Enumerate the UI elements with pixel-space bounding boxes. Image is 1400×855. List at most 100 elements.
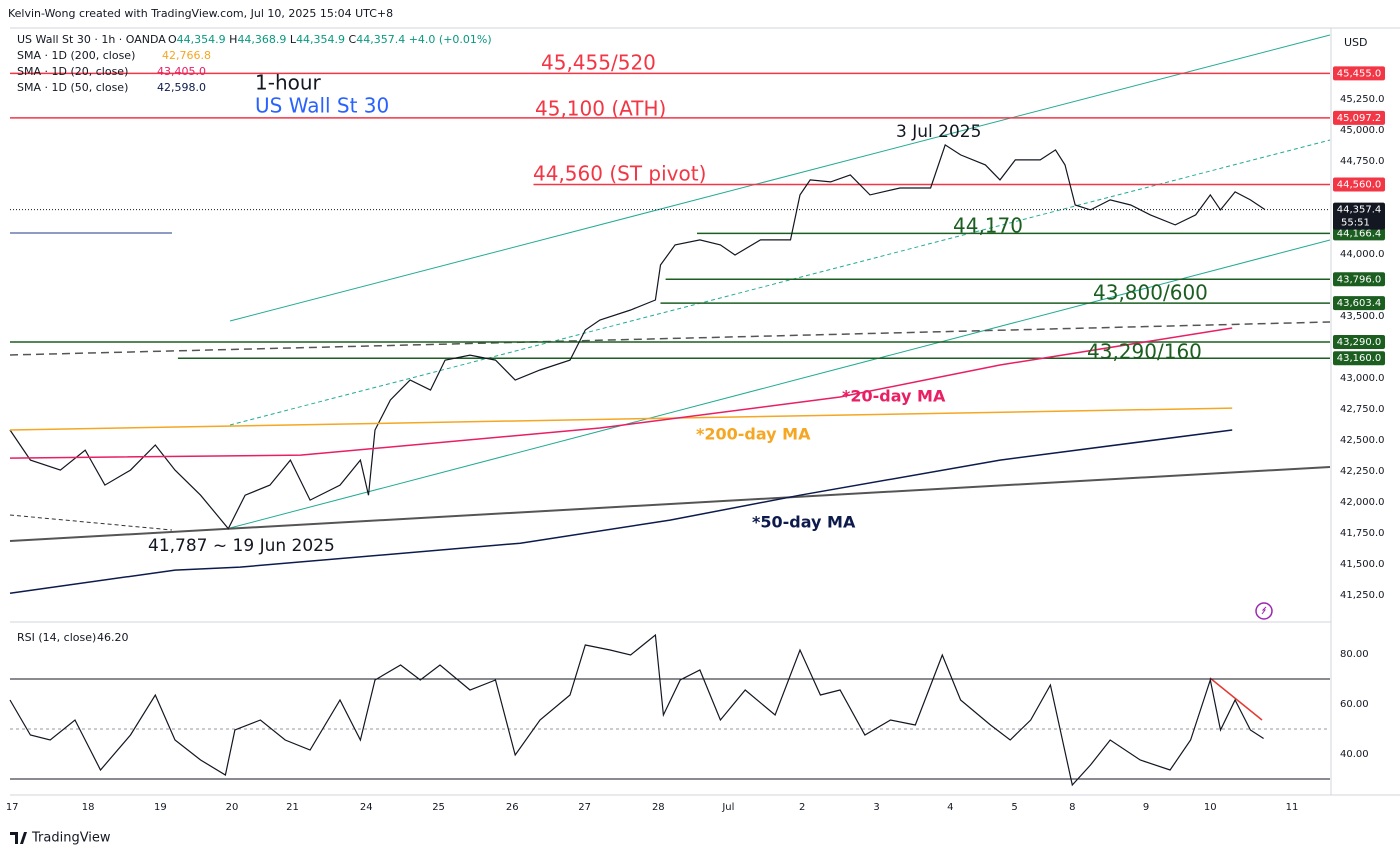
price-label: 43,290.0 <box>1337 337 1382 348</box>
y-tick-label: 44,750.0 <box>1340 156 1385 167</box>
channel-upper <box>229 34 1331 322</box>
price-label-box <box>1333 296 1385 311</box>
x-tick-label: 21 <box>286 802 299 813</box>
rsi-name[interactable]: RSI (14, close) <box>17 631 96 644</box>
plot: 41,250.0 41,500.0 41,750.0 42,000.0 42,250.0… <box>6 66 1385 813</box>
x-tick-label: 19 <box>154 802 167 813</box>
x-tick-label: Jul <box>721 802 734 813</box>
channel-lower <box>229 239 1331 529</box>
ohlc-value: +4.0 (+0.01%) <box>409 33 492 46</box>
support-trendline <box>9 466 1331 542</box>
x-tick-label: 28 <box>652 802 665 813</box>
ohlc-value: 44,357.4 <box>356 33 405 46</box>
y-tick-label: 41,250.0 <box>1340 590 1385 601</box>
y-tick-label: 45,000.0 <box>1340 125 1385 136</box>
y-tick-label: 43,000.0 <box>1340 373 1385 384</box>
moving-average <box>9 327 1233 459</box>
ohlc-value: 44,368.9 <box>237 33 286 46</box>
price-label: 43,603.4 <box>1337 298 1382 309</box>
annotation: 41,787 ~ 19 Jun 2025 <box>148 536 335 556</box>
moving-average <box>9 407 1233 431</box>
ohlc-value: 44,354.9 <box>177 33 226 46</box>
rsi-line <box>9 633 1264 787</box>
price-label: 43,160.0 <box>1337 353 1382 364</box>
y-tick-label: 43,500.0 <box>1340 311 1385 322</box>
x-tick-label: 24 <box>360 802 373 813</box>
y-tick-label: 41,750.0 <box>1340 528 1385 539</box>
credit: Kelvin-Wong created with TradingView.com… <box>8 7 393 20</box>
ma-label: *50-day MA <box>752 513 856 532</box>
footer-brand[interactable]: TradingView <box>31 831 111 846</box>
x-tick-label: 9 <box>1143 802 1149 813</box>
currency[interactable]: USD <box>1344 36 1368 49</box>
ohlc-key: H <box>229 33 237 46</box>
annotation: 43,800/600 <box>1093 281 1208 305</box>
y-tick-label: 42,250.0 <box>1340 466 1385 477</box>
x-tick-label: 3 <box>873 802 879 813</box>
annotation: 44,170 <box>953 214 1023 238</box>
sma-value: 42,598.0 <box>157 81 206 94</box>
drawings <box>9 34 1331 721</box>
annotation: 43,290/160 <box>1087 340 1202 364</box>
indicator-icon[interactable] <box>1255 602 1273 620</box>
price-label: 45,097.2 <box>1337 113 1382 124</box>
price-label-box <box>1333 110 1385 125</box>
price-label-box <box>1333 335 1385 350</box>
sma-name[interactable]: SMA · 1D (50, close) <box>17 81 128 94</box>
ohlc-key: O <box>168 33 177 46</box>
y-tick-label: 45,250.0 <box>1340 94 1385 105</box>
rsi-value: 46.20 <box>97 631 129 644</box>
annotation: 3 Jul 2025 <box>896 122 981 142</box>
ohlc-key: L <box>290 33 297 46</box>
instrument: US Wall St 30 <box>255 94 389 118</box>
price-line <box>9 143 1266 530</box>
symbol[interactable]: US Wall St 30 · 1h · OANDA <box>17 33 166 46</box>
sma-value: 43,405.0 <box>157 65 206 78</box>
price-label: 43,796.0 <box>1337 274 1382 285</box>
price-label: 44,560.0 <box>1337 179 1382 190</box>
annotation: 45,455/520 <box>541 51 656 75</box>
channel-mid <box>229 139 1331 426</box>
countdown: 55:51 <box>1341 218 1370 229</box>
y-tick-label: 42,000.0 <box>1340 497 1385 508</box>
annotation: 45,100 (ATH) <box>535 97 666 121</box>
x-tick-label: 17 <box>6 802 19 813</box>
last-price-label: 44,357.4 <box>1337 205 1382 216</box>
sma-name[interactable]: SMA · 1D (20, close) <box>17 65 128 78</box>
price-label-box <box>1333 351 1385 366</box>
y-tick-label: 42,750.0 <box>1340 404 1385 415</box>
y-tick-label: 60.00 <box>1340 699 1369 710</box>
short-dashed <box>9 514 173 531</box>
ohlc-value: 44,354.9 <box>296 33 345 46</box>
x-tick-label: 25 <box>432 802 445 813</box>
ohlc: O44,354.9 H44,368.9 L44,354.9 C44,357.4 … <box>168 33 492 46</box>
x-tick-label: 18 <box>82 802 95 813</box>
x-tick-label: 10 <box>1204 802 1217 813</box>
annotations: 1-hour US Wall St 30 45,455/520 45,100 (… <box>148 51 1208 557</box>
x-tick-label: 5 <box>1011 802 1017 813</box>
price-label-box <box>1333 226 1385 241</box>
annotation: 44,560 (ST pivot) <box>533 162 706 186</box>
timeframe: 1-hour <box>255 71 322 95</box>
sma-name[interactable]: SMA · 1D (200, close) <box>17 49 135 62</box>
sma-value: 42,766.8 <box>162 49 211 62</box>
brand-logo <box>10 832 27 844</box>
x-tick-label: 4 <box>947 802 953 813</box>
moving-average <box>9 429 1233 594</box>
y-tick-label: 42,500.0 <box>1340 435 1385 446</box>
x-tick-label: 26 <box>506 802 519 813</box>
ohlc-key: C <box>349 33 357 46</box>
price-label: 44,166.4 <box>1337 228 1382 239</box>
price-label-box <box>1333 272 1385 287</box>
y-tick-label: 80.00 <box>1340 649 1369 660</box>
ma-label: *20-day MA <box>842 387 946 406</box>
y-tick-label: 41,500.0 <box>1340 559 1385 570</box>
price-label: 45,455.0 <box>1337 68 1382 79</box>
last-price-box <box>1333 202 1385 230</box>
x-tick-label: 8 <box>1069 802 1075 813</box>
legend: US Wall St 30 · 1h · OANDA O44,354.9 H44… <box>17 33 492 644</box>
y-tick-label: 40.00 <box>1340 749 1369 760</box>
y-tick-label: 44,000.0 <box>1340 249 1385 260</box>
